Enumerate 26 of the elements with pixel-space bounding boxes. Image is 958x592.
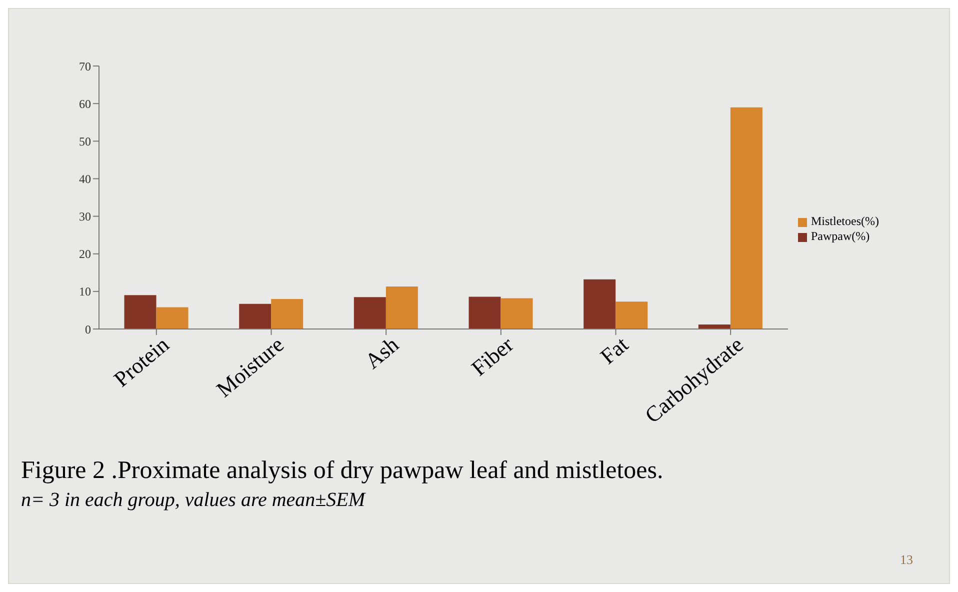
bar [468, 296, 501, 329]
text: 13 [900, 552, 913, 568]
bar [124, 295, 156, 329]
bar [156, 307, 188, 329]
bar [616, 302, 648, 329]
bar [271, 298, 304, 329]
y-tick-label: 60 [79, 96, 91, 111]
text: Figure 2 .Proximate analysis of dry pawpaw leaf and mistletoes. [21, 457, 664, 485]
y-tick-label: 10 [79, 284, 91, 299]
y-tick-label: 0 [85, 322, 91, 336]
y-tick-label: 40 [79, 172, 91, 186]
bar [239, 304, 272, 329]
legend-label: Mistletoes(%) [811, 214, 879, 228]
y-tick-label: 50 [79, 134, 91, 148]
bar [730, 107, 762, 329]
y-tick-label: 20 [79, 247, 91, 262]
x-tick-label: Ash [360, 332, 404, 374]
legend-label: Pawpaw(%) [811, 229, 870, 243]
text: n= 3 in each group, values are mean±SEM [21, 489, 366, 512]
bar [354, 297, 386, 329]
x-tick-label: Fat [595, 332, 633, 369]
y-tick-label: 70 [79, 59, 91, 74]
bar [500, 298, 533, 329]
bar [386, 286, 418, 329]
bar [584, 279, 616, 329]
y-tick-label: 30 [79, 210, 91, 224]
